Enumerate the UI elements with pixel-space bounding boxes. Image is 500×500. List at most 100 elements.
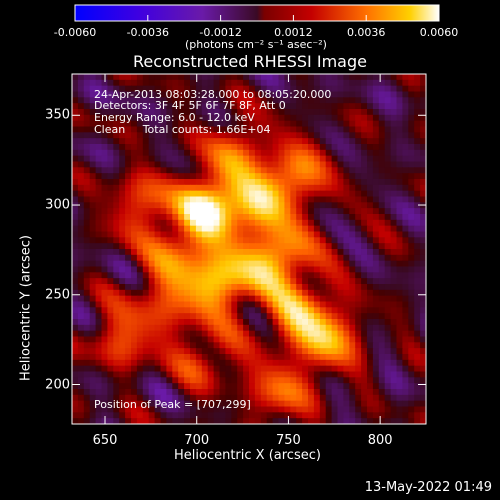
heatmap-cell [414, 249, 421, 256]
heatmap-cell [83, 359, 91, 367]
heatmap-cell [107, 354, 114, 361]
heatmap-cell [308, 278, 315, 285]
heatmap-cell [154, 126, 162, 133]
heatmap-cell [349, 126, 356, 133]
heatmap-cell [113, 208, 120, 215]
heatmap-cell [77, 114, 85, 122]
heatmap-cell [148, 330, 156, 338]
heatmap-cell [201, 126, 209, 133]
heatmap-cell [331, 278, 339, 285]
heatmap-cell [254, 219, 262, 227]
heatmap-cell [83, 91, 91, 98]
heatmap-cell [142, 389, 150, 396]
heatmap-cell [266, 254, 274, 262]
heatmap-cell [243, 79, 250, 87]
heatmap-cell [302, 371, 309, 378]
heatmap-cell [331, 190, 339, 198]
heatmap-cell [343, 389, 350, 396]
heatmap-cell [302, 418, 309, 424]
heatmap-cell [266, 109, 274, 116]
heatmap-cell [249, 301, 256, 308]
heatmap-cell [308, 365, 315, 373]
heatmap-cell [107, 260, 114, 268]
heatmap-cell [420, 289, 426, 297]
heatmap-cell [396, 149, 403, 157]
heatmap-cell [420, 324, 426, 332]
heatmap-cell [83, 336, 91, 343]
heatmap-cell [101, 91, 108, 98]
heatmap-cell [219, 196, 226, 203]
heatmap-cell [101, 284, 108, 291]
heatmap-cell [396, 307, 403, 314]
heatmap-cell [402, 179, 409, 186]
heatmap-cell [331, 167, 339, 174]
heatmap-cell [178, 85, 185, 93]
heatmap-cell [343, 254, 350, 262]
heatmap-cell [113, 278, 120, 285]
heatmap-cell [249, 260, 256, 268]
heatmap-cell [213, 249, 221, 256]
heatmap-cell [355, 231, 362, 238]
heatmap-cell [390, 103, 398, 110]
heatmap-cell [136, 179, 144, 186]
heatmap-cell [101, 301, 108, 308]
heatmap-cell [337, 254, 344, 262]
heatmap-cell [119, 307, 126, 314]
heatmap-cell [184, 383, 191, 390]
heatmap-cell [343, 371, 350, 378]
heatmap-cell [166, 336, 173, 343]
heatmap-cell [408, 173, 415, 180]
heatmap-cell [408, 365, 415, 373]
heatmap-cell [313, 74, 321, 81]
heatmap-cell [225, 365, 232, 373]
heatmap-cell [337, 249, 344, 256]
heatmap-cell [148, 342, 156, 349]
heatmap-cell [308, 336, 315, 343]
heatmap-cell [254, 412, 262, 419]
heatmap-cell [396, 109, 403, 116]
heatmap-cell [296, 359, 303, 367]
heatmap-cell [178, 231, 185, 238]
heatmap-cell [355, 394, 362, 402]
heatmap-cell [190, 342, 197, 349]
heatmap-cell [142, 324, 150, 332]
heatmap-cell [83, 266, 91, 273]
heatmap-cell [378, 173, 386, 180]
heatmap-cell [408, 225, 415, 233]
heatmap-cell [225, 179, 232, 186]
colorbar [74, 4, 440, 22]
heatmap-cell [131, 354, 138, 361]
heatmap-cell [367, 109, 374, 116]
heatmap-cell [83, 307, 91, 314]
heatmap-cell [136, 289, 144, 297]
heatmap-cell [308, 179, 315, 186]
heatmap-cell [378, 144, 386, 151]
heatmap-cell [89, 254, 97, 262]
heatmap-cell [231, 225, 238, 233]
heatmap-cell [308, 354, 315, 361]
heatmap-cell [89, 383, 97, 390]
heatmap-cell [361, 219, 368, 227]
heatmap-cell [278, 336, 285, 343]
heatmap-cell [219, 79, 226, 87]
heatmap-cell [361, 179, 368, 186]
heatmap-cell [119, 231, 126, 238]
heatmap-cell [402, 400, 409, 408]
heatmap-cell [166, 249, 173, 256]
heatmap-cell [249, 202, 256, 209]
heatmap-cell [101, 173, 108, 180]
heatmap-cell [148, 214, 156, 221]
heatmap-cell [367, 342, 374, 349]
heatmap-cell [89, 85, 97, 93]
heatmap-cell [254, 284, 262, 291]
heatmap-cell [308, 260, 315, 268]
heatmap-cell [325, 301, 333, 308]
heatmap-cell [249, 394, 256, 402]
heatmap-cell [296, 295, 303, 303]
heatmap-cell [302, 377, 309, 384]
heatmap-cell [107, 266, 114, 273]
heatmap-cell [313, 155, 321, 163]
heatmap-cell [72, 406, 79, 413]
heatmap-cell [142, 406, 150, 413]
heatmap-cell [207, 155, 215, 163]
